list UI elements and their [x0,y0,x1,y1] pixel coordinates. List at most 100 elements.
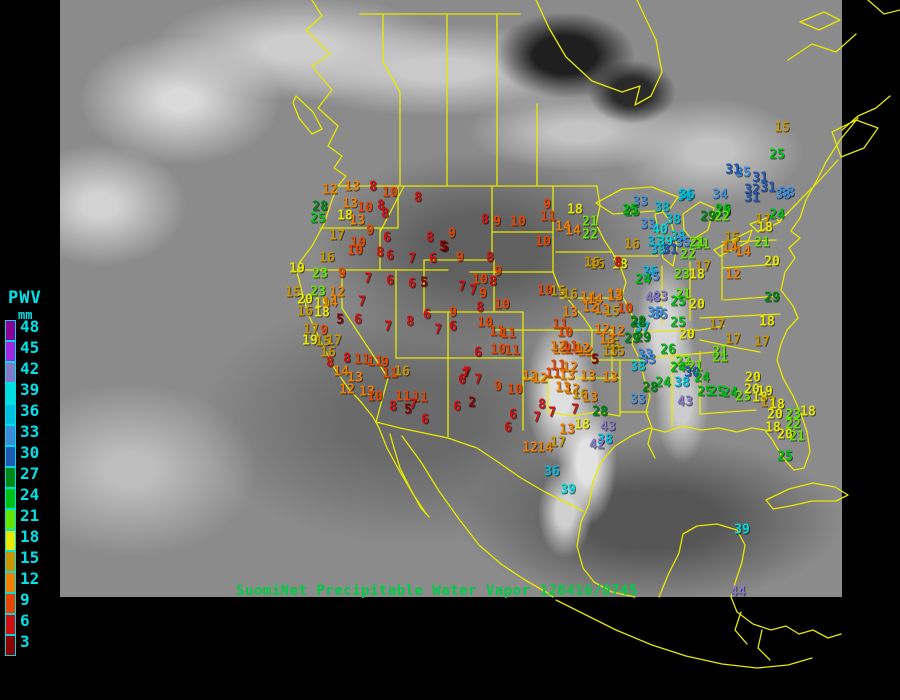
station-value: 15 [602,344,618,360]
station-value: 8 [486,250,494,266]
station-value: 26 [715,202,731,218]
station-value: 13 [607,289,623,305]
legend-value: 27 [20,464,40,483]
station-value: 11 [504,343,520,359]
station-value: 38 [650,242,666,258]
lake-huron-outline [682,201,715,241]
station-value: 12 [562,360,578,376]
station-value: 9 [320,323,328,339]
lake-michigan-outline [654,211,678,267]
station-value: 5 [336,312,344,328]
station-value: 6 [449,319,457,335]
station-value: 25 [670,294,686,310]
station-value: 17 [755,212,771,228]
station-value: 39 [734,522,750,538]
station-value: 25 [709,384,725,400]
station-value: 12 [339,382,355,398]
legend-swatch [5,530,16,551]
station-value: 38 [654,200,670,216]
station-value: 10 [510,214,526,230]
station-value: 6 [453,399,461,415]
station-value: 8 [377,198,385,214]
station-value: 26 [715,204,731,220]
station-value: 31 [725,162,741,178]
legend-value: 3 [20,632,30,651]
station-value: 9 [448,226,456,242]
station-value: 9 [338,266,346,282]
station-value: 20 [679,327,695,343]
station-value: 12 [574,341,590,357]
station-value: 39 [657,234,673,250]
station-value: 22 [680,247,696,263]
legend-value: 21 [20,506,40,525]
station-value: 8 [489,274,497,290]
station-value: 15 [604,337,620,353]
legend-value: 30 [20,443,40,462]
station-value: 8 [389,399,397,415]
station-value: 7 [461,367,469,383]
station-value: 16 [624,237,640,253]
station-value: 8 [376,245,384,261]
station-value: 35 [647,305,663,321]
station-value: 21 [694,237,710,253]
station-value: 38 [665,212,681,228]
station-value: 17 [326,333,342,349]
station-value: 7 [458,279,466,295]
station-value: 32 [744,182,760,198]
station-value: 13 [599,332,615,348]
station-value: 6 [504,420,512,436]
station-value: 7 [434,322,442,338]
legend-value: 15 [20,548,40,567]
maritimes-outline [787,0,900,158]
station-value: 17 [760,395,776,411]
station-value: 43 [677,394,693,410]
station-value: 36 [544,464,560,480]
station-value: 20 [297,292,313,308]
station-value: 15 [315,334,331,350]
station-value: 12 [532,371,548,387]
station-value: 6 [458,372,466,388]
station-value: 8 [381,206,389,222]
station-value: 8 [326,355,334,371]
station-value: 24 [635,272,651,288]
station-value: 11 [412,390,428,406]
station-value: 10 [357,200,373,216]
station-value: 10 [617,301,633,317]
station-value: 6 [354,312,362,328]
station-value: 18 [800,404,816,420]
station-value: 21 [689,235,705,251]
station-value: 25 [310,211,326,227]
station-value: 30 [684,365,700,381]
station-value: 23 [310,284,326,300]
station-value: 7 [364,271,372,287]
station-value: 7 [384,319,392,335]
station-value: 9 [456,250,464,266]
station-value: 9 [381,355,389,371]
station-value: 13 [607,287,623,303]
station-value: 10 [350,235,366,251]
station-value: 16 [562,287,578,303]
cuba-outline [765,482,849,510]
station-value: 13 [594,302,610,318]
station-value: 18 [765,420,781,436]
station-value: 7 [358,294,366,310]
station-value: 12 [522,440,538,456]
station-value: 9 [479,286,487,302]
station-value: 17 [695,259,711,275]
station-value: 26 [660,342,676,358]
station-value: 10 [472,272,488,288]
legend-swatch [5,320,16,341]
station-value: 33 [775,187,791,203]
station-value: 14 [587,292,603,308]
station-value: 22 [582,227,598,243]
station-value: 43 [652,289,668,305]
station-value: 8 [414,190,422,206]
station-value: 11 [500,326,516,342]
station-value: 12 [552,342,568,358]
station-value: 14 [565,223,581,239]
station-value: 31 [662,242,678,258]
station-value: 25 [777,449,793,465]
station-value: 17 [303,322,319,338]
